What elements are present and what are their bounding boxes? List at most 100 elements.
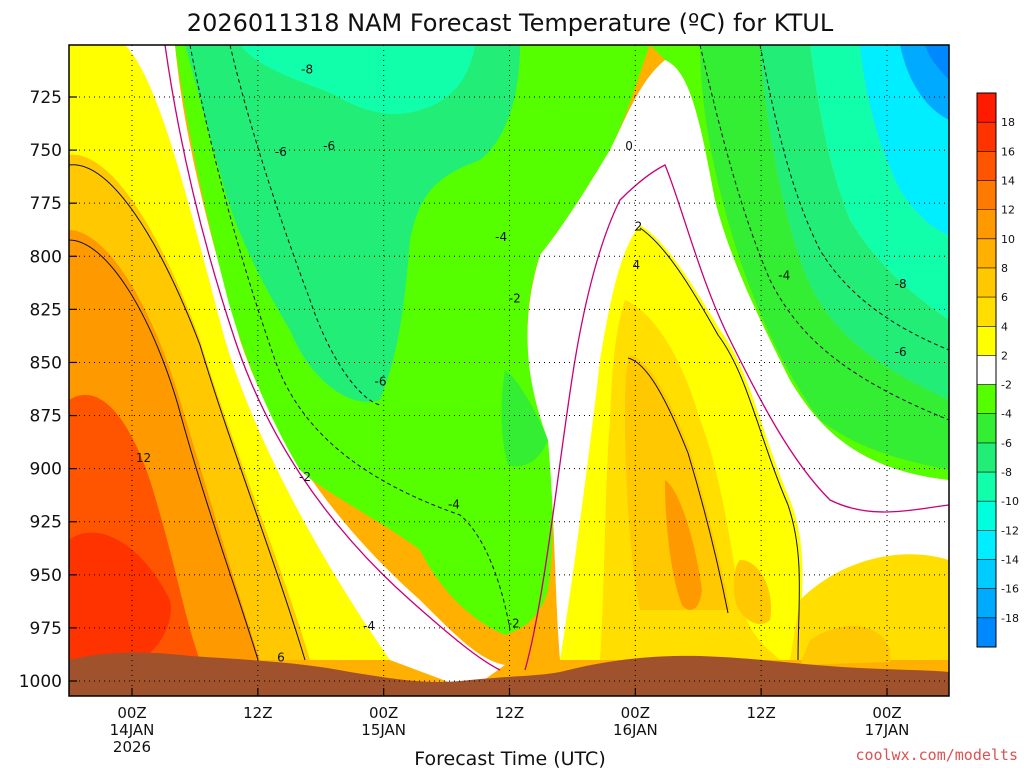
contour-label: 2 [635,220,643,234]
field-region-warm-blob-right [733,560,771,624]
field-region-hot-spot-right [665,480,702,610]
colorbar-label: 18 [1001,116,1015,129]
y-tick-label: 975 [30,619,62,639]
colorbar-swatch [977,384,996,414]
colorbar-swatch [977,501,996,531]
x-tick-label: 12Z [746,704,775,722]
colorbar-swatch [977,472,996,502]
contour-label: -8 [301,62,313,76]
colorbar-label: -6 [1001,437,1012,450]
contour-label: -6 [275,145,287,159]
colorbar-swatch [977,588,996,618]
x-tick-label: 15JAN [361,721,406,739]
x-tick-label: 00Z [621,704,650,722]
contour-label: -6 [895,345,907,359]
field-region-surface-warmer-right [800,626,890,665]
x-tick-label: 12Z [243,704,272,722]
contour-negative-2 [229,45,381,406]
colorbar-swatch [977,209,996,239]
colorbar-label: -10 [1001,495,1019,508]
field-region-near-zero-left [125,45,505,690]
field-region-warmest-right [625,355,730,610]
chart-title: 2026011318 NAM Forecast Temperature (ºC)… [187,9,834,37]
y-tick-label: 775 [30,194,62,214]
colorbar-swatch [977,122,996,152]
colorbar-label: 14 [1001,174,1015,187]
field-region-coldest-middle [240,45,475,115]
colorbar-swatch [977,267,996,298]
y-tick-label: 875 [30,407,62,427]
contour-label: 12 [136,451,151,465]
contour-positive-2 [69,239,259,661]
contour-negative-3 [699,45,949,421]
colorbar-swatch [977,326,996,356]
y-tick-label: 850 [30,353,62,373]
field-region-yellow-upper [69,45,390,660]
colorbar-label: -16 [1001,583,1019,596]
colorbar-swatch [977,355,996,385]
y-tick-label: 750 [30,141,62,161]
colorbar-label: 10 [1001,233,1015,246]
y-tick-label: 1000 [19,672,62,692]
y-tick-label: 900 [30,460,62,480]
colorbar-label: -14 [1001,554,1019,567]
x-tick-label: 00Z [872,704,901,722]
x-tick-label: 17JAN [865,721,910,739]
colorbar-swatch [977,442,996,473]
contour-label: 4 [633,258,641,272]
colorbar-swatch [977,413,996,443]
y-axis: 725 750 775 800 825 850 875 900 925 950 975 1000 [19,88,77,692]
colorbar-label: -4 [1001,408,1012,421]
colorbar-label: 8 [1001,262,1008,275]
colorbar-swatch [977,617,996,647]
colorbar-label: -18 [1001,612,1019,625]
contour-negative-1 [189,45,511,631]
colorbar: 18 16 14 12 10 8 6 4 2 -2 -4 -6 -8 -10 -12 -14 -16 -18 [976,92,1019,648]
x-tick-label: 12Z [495,704,524,722]
plot-area [69,45,949,696]
colorbar-label: 16 [1001,145,1015,158]
x-tick-label: 16JAN [613,721,658,739]
contour-positive-3 [639,227,800,661]
colorbar-label: 2 [1001,349,1008,362]
colorbar-label: -12 [1001,524,1019,537]
colorbar-label: -8 [1001,466,1012,479]
x-tick-label: 2026 [113,738,151,756]
contour-label: -2 [508,617,520,631]
field-region-coldest-corner [925,45,949,80]
field-region-cold-right-deep [760,45,949,400]
x-tick-label: 14JAN [110,721,155,739]
contour-label: 6 [277,651,285,665]
colorbar-label: 12 [1001,204,1015,217]
contour-label: -4 [448,498,460,512]
contour-label: -6 [323,139,335,153]
colorbar-swatch [977,238,996,268]
field-region-cold-right [650,45,949,480]
y-tick-label: 800 [30,247,62,267]
x-tick-label: 00Z [117,704,146,722]
colorbar-label: 4 [1001,320,1008,333]
field-region-cold-pocket [501,370,548,467]
field-region-warm-band [69,230,260,660]
colorbar-swatch [977,559,996,589]
y-tick-label: 925 [30,513,62,533]
contour-label: 0 [625,139,633,153]
colorbar-swatch [977,530,996,560]
field-region-colder-right [700,45,949,470]
contour-label: -4 [495,230,507,244]
x-axis-label: Forecast Time (UTC) [414,748,605,768]
grid [69,45,949,696]
field-region-warm-upper [69,154,310,660]
credit-text: coolwx.com/modelts [855,746,1018,764]
contour-label: -2 [509,292,521,306]
contour-label: -4 [363,619,375,633]
colorbar-label: -2 [1001,379,1012,392]
contour-positive-1 [69,164,306,661]
contour-zero-left [164,45,501,671]
y-tick-label: 725 [30,88,62,108]
contour-label: -4 [778,268,790,282]
contour-positive-4 [627,357,729,614]
contour-zero-right [524,164,949,671]
